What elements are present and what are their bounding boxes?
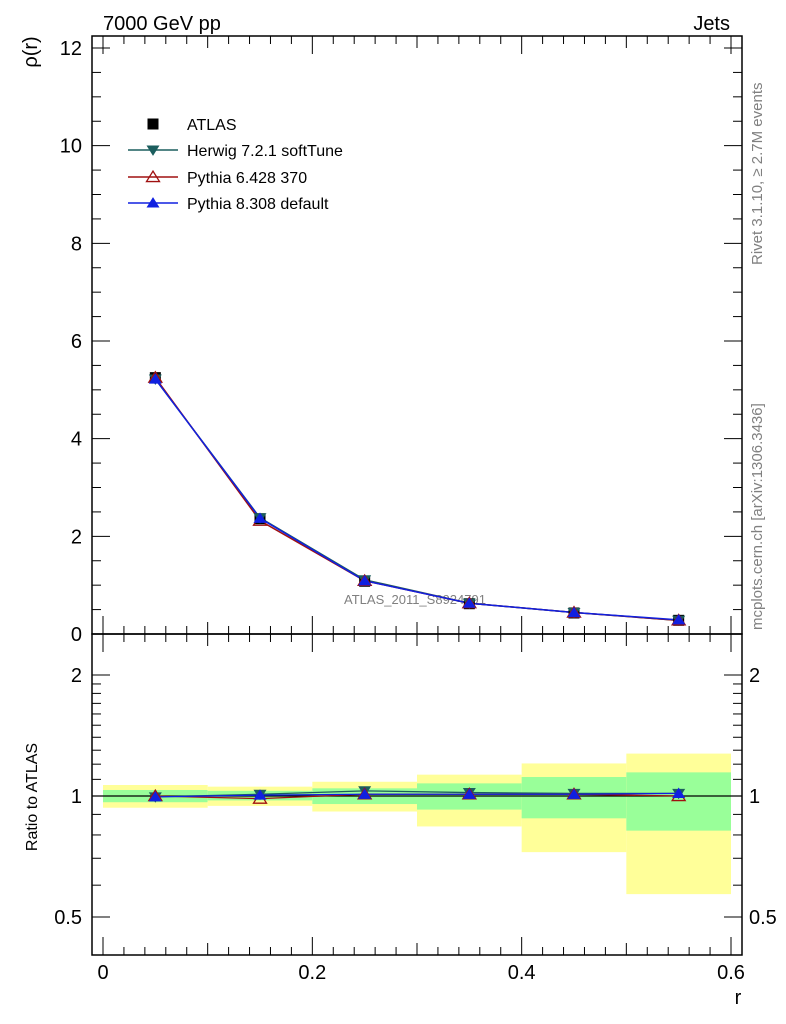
ratio-point xyxy=(672,787,686,798)
ratio-ylabel: Ratio to ATLAS xyxy=(24,743,41,851)
mcplots-label: mcplots.cern.ch [arXiv:1306.3436] xyxy=(749,403,766,630)
main-ylabel: ρ(r) xyxy=(20,36,42,67)
rivet-label: Rivet 3.1.10, ≥ 2.7M events xyxy=(749,83,766,266)
main-ytick-label: 4 xyxy=(71,429,82,451)
main-point xyxy=(672,613,686,625)
legend-marker xyxy=(146,197,160,208)
main-ytick-label: 6 xyxy=(71,331,82,353)
header-left-label: 7000 GeV pp xyxy=(103,13,221,35)
legend-label: Pythia 8.308 default xyxy=(187,196,329,213)
ratio-xtick-label: 0.6 xyxy=(717,962,745,984)
main-point xyxy=(358,574,372,586)
header-right-label: Jets xyxy=(693,13,730,35)
ratio-ytick-label-right: 0.5 xyxy=(749,907,777,929)
ratio-point xyxy=(567,788,581,799)
ratio-ytick-label-right: 2 xyxy=(749,665,760,687)
ratio-xtick-label: 0 xyxy=(97,962,108,984)
main-ytick-label: 12 xyxy=(60,38,82,60)
main-series-line xyxy=(154,377,679,622)
ratio-ytick-label: 0.5 xyxy=(54,907,82,929)
ratio-xtick-label: 0.2 xyxy=(298,962,326,984)
legend-label: Pythia 6.428 370 xyxy=(187,170,307,187)
main-point xyxy=(567,606,581,618)
ratio-point xyxy=(462,788,476,799)
main-ytick-label: 8 xyxy=(71,233,82,255)
main-point xyxy=(462,597,476,608)
ratio-band-inner xyxy=(626,772,731,831)
ratio-point xyxy=(358,788,372,799)
main-ytick-label: 2 xyxy=(71,526,82,548)
ratio-xtick-label: 0.4 xyxy=(508,962,536,984)
analysis-watermark: ATLAS_2011_S8924791 xyxy=(344,592,486,607)
main-series-line xyxy=(154,378,679,622)
ratio-series xyxy=(147,786,687,804)
x-axis-title: r xyxy=(735,987,742,1009)
ratio-ytick-label: 1 xyxy=(71,786,82,808)
main-series xyxy=(147,370,687,627)
ratio-uncertainty-bands xyxy=(103,753,731,895)
main-ytick-label: 10 xyxy=(60,136,82,158)
ratio-ytick-label: 2 xyxy=(71,665,82,687)
legend-label: ATLAS xyxy=(187,117,237,134)
legend-marker xyxy=(145,169,161,183)
legend-marker xyxy=(146,145,160,156)
ratio-series-line xyxy=(155,792,679,798)
main-point xyxy=(253,512,267,523)
legend-label: Herwig 7.2.1 softTune xyxy=(187,143,343,160)
main-series-line xyxy=(154,378,679,621)
legend: ATLAS Herwig 7.2.1 softTune Pythia 6.428 3… xyxy=(128,117,343,213)
legend-marker xyxy=(147,118,159,130)
ratio-point xyxy=(253,789,267,800)
main-point xyxy=(148,373,162,384)
ratio-point xyxy=(148,791,162,802)
ratio-ytick-label-right: 1 xyxy=(749,786,760,808)
main-ytick-label: 0 xyxy=(71,624,82,646)
ratio-series-line xyxy=(155,790,679,798)
